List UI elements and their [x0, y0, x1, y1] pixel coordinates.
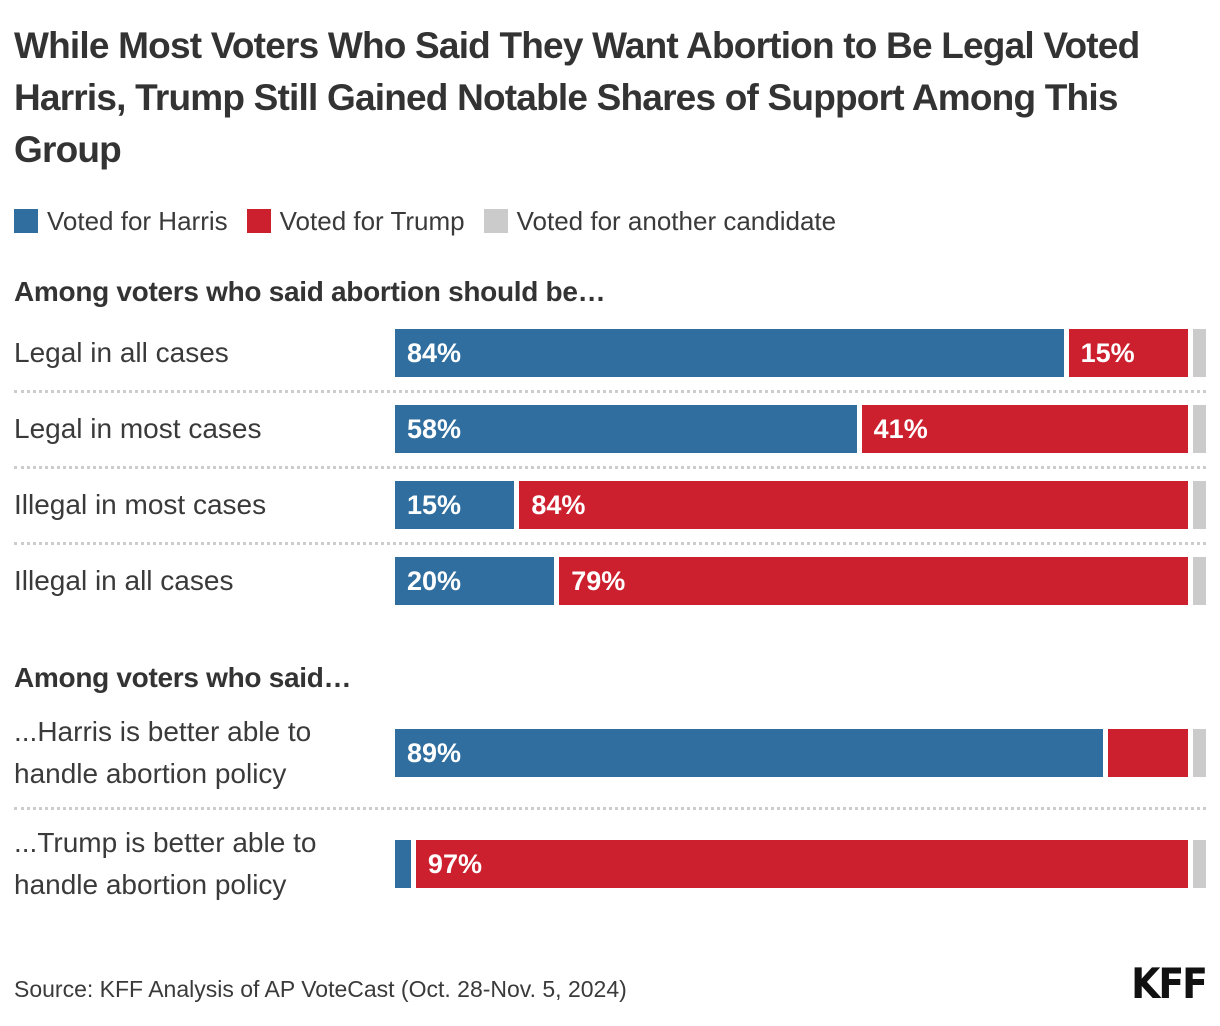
segment-value-label: 20%: [407, 565, 462, 596]
harris-swatch-icon: [14, 209, 38, 233]
legend-label: Voted for Trump: [279, 206, 465, 236]
other-bar-segment: [1193, 840, 1206, 888]
segment-value-label: 41%: [873, 413, 928, 444]
legend: Voted for Harris Voted for Trump Voted f…: [14, 208, 1206, 234]
trump-bar-segment: 41%: [861, 405, 1188, 453]
other-bar-segment: [1193, 329, 1206, 377]
stacked-bar: 20% 79%: [395, 557, 1206, 605]
section-abortion-legality: Among voters who said abortion should be…: [14, 275, 1206, 605]
section-header: Among voters who said abortion should be…: [14, 276, 606, 307]
trump-bar-segment: 15%: [1068, 329, 1188, 377]
harris-bar-segment: 15%: [395, 481, 515, 529]
row-label: Illegal in most cases: [14, 489, 267, 520]
legend-label: Voted for another candidate: [516, 206, 837, 236]
other-swatch-icon: [483, 209, 508, 233]
trump-bar-segment: 79%: [559, 557, 1188, 605]
legend-item-trump: Voted for Trump: [246, 206, 465, 236]
stacked-bar: 89%: [395, 729, 1206, 777]
harris-bar-segment: 20%: [395, 557, 555, 605]
row-label: ...Trump is better able to handle aborti…: [14, 827, 317, 900]
segment-value-label: 79%: [571, 565, 626, 596]
chart-title: While Most Voters Who Said They Want Abo…: [14, 25, 1140, 170]
segment-value-label: 15%: [1080, 337, 1135, 368]
kff-logo: KFF: [1131, 959, 1208, 1008]
segment-value-label: 89%: [407, 737, 462, 768]
trump-bar-segment: 84%: [519, 481, 1188, 529]
other-bar-segment: [1193, 557, 1206, 605]
footer: Source: KFF Analysis of AP VoteCast (Oct…: [14, 959, 1208, 1008]
table-row: Illegal in most cases 15% 84%: [14, 481, 1206, 529]
section-rows: ...Harris is better able to handle abort…: [14, 711, 1206, 906]
stacked-bar: 84% 15%: [395, 329, 1206, 377]
segment-value-label: 58%: [407, 413, 462, 444]
row-label: Illegal in all cases: [14, 565, 234, 596]
stacked-bar: 15% 84%: [395, 481, 1206, 529]
trump-bar-segment: [1108, 729, 1188, 777]
other-bar-segment: [1193, 481, 1206, 529]
row-separator: [14, 807, 1206, 810]
row-separator: [14, 466, 1206, 469]
section-rows: Legal in all cases 84% 15% Legal in most ca…: [14, 329, 1206, 605]
segment-value-label: 15%: [407, 489, 462, 520]
segment-value-label: 97%: [427, 848, 482, 879]
legend-label: Voted for Harris: [47, 206, 228, 236]
section-policy-handling: Among voters who said… ...Harris is bett…: [14, 661, 1206, 906]
row-label: ...Harris is better able to handle abort…: [14, 716, 312, 789]
legend-item-other: Voted for another candidate: [483, 206, 837, 236]
table-row: Illegal in all cases 20% 79%: [14, 557, 1206, 605]
stacked-bar: 97%: [395, 840, 1206, 888]
segment-value-label: 84%: [531, 489, 586, 520]
harris-bar-segment: 58%: [395, 405, 857, 453]
table-row: Legal in all cases 84% 15%: [14, 329, 1206, 377]
row-label: Legal in most cases: [14, 413, 262, 444]
legend-item-harris: Voted for Harris: [14, 208, 228, 234]
other-bar-segment: [1193, 729, 1206, 777]
table-row: ...Trump is better able to handle aborti…: [14, 822, 1206, 906]
trump-swatch-icon: [246, 209, 271, 233]
table-row: Legal in most cases 58% 41%: [14, 405, 1206, 453]
section-header: Among voters who said…: [14, 662, 352, 693]
stacked-bar: 58% 41%: [395, 405, 1206, 453]
other-bar-segment: [1193, 405, 1206, 453]
harris-bar-segment: [395, 840, 411, 888]
segment-value-label: 84%: [407, 337, 462, 368]
harris-bar-segment: 89%: [395, 729, 1104, 777]
harris-bar-segment: 84%: [395, 329, 1064, 377]
row-separator: [14, 390, 1206, 393]
source-note: Source: KFF Analysis of AP VoteCast (Oct…: [14, 976, 627, 1002]
row-separator: [14, 542, 1206, 545]
trump-bar-segment: 97%: [415, 840, 1188, 888]
table-row: ...Harris is better able to handle abort…: [14, 711, 1206, 795]
row-label: Legal in all cases: [14, 337, 229, 368]
